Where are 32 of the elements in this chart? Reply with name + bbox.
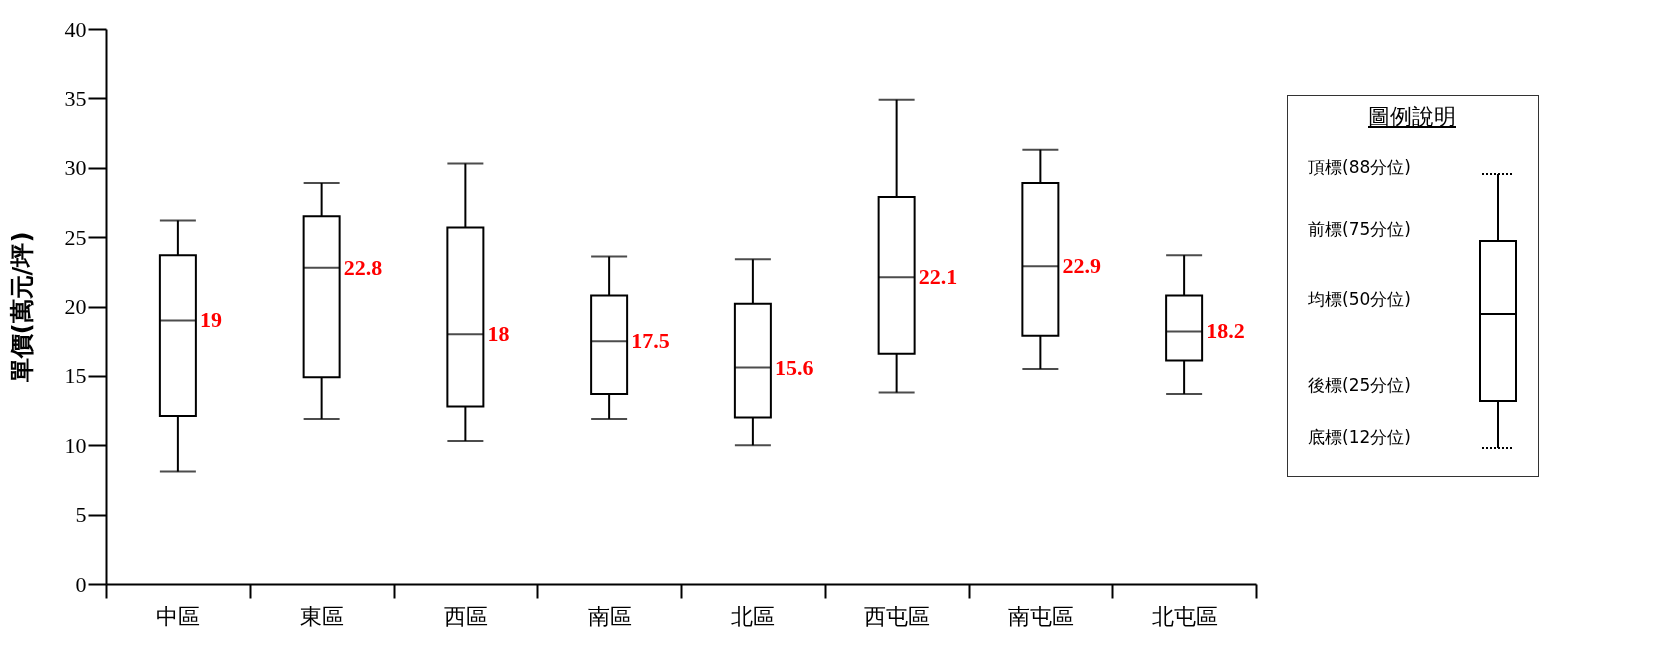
- y-tick-label: 15: [64, 363, 87, 389]
- text: 均標(50分位): [1308, 288, 1411, 311]
- text: 18: [487, 321, 510, 347]
- text: 22.9: [1062, 253, 1101, 279]
- text: 後標(25分位): [1308, 374, 1411, 397]
- x-tick-label: 南區: [587, 603, 632, 629]
- text: 15.6: [774, 354, 814, 380]
- y-axis-title: 單價(萬元/坪): [7, 231, 36, 384]
- x-tick-label: 西屯區: [864, 603, 931, 629]
- y-tick-label: 20: [64, 294, 87, 319]
- x-tick-label: 西區: [443, 603, 488, 629]
- y-tick-label: 30: [64, 155, 87, 181]
- text: 前標(75分位): [1308, 218, 1411, 241]
- text: 頂標(88分位): [1308, 156, 1411, 179]
- y-tick-label: 10: [64, 432, 87, 458]
- y-tick-label: 5: [75, 502, 87, 528]
- x-tick-label: 東區: [300, 603, 345, 629]
- x-tick-label: 北屯區: [1151, 603, 1218, 629]
- text: 17.5: [631, 328, 670, 354]
- text: 18.2: [1206, 318, 1245, 344]
- x-tick-label: 中區: [156, 603, 201, 629]
- text: 22.8: [343, 254, 383, 280]
- y-tick-label: 25: [64, 224, 87, 250]
- y-tick-label: 35: [64, 85, 87, 111]
- text: 22.1: [918, 264, 958, 290]
- y-tick-label: 40: [64, 16, 87, 42]
- text: 19: [199, 307, 222, 333]
- x-tick-label: 北區: [731, 603, 776, 629]
- x-tick-label: 南屯區: [1007, 603, 1074, 629]
- legend-title: 圖例說明: [1368, 103, 1456, 131]
- text: 底標(12分位): [1308, 426, 1411, 449]
- y-tick-label: 0: [75, 571, 87, 597]
